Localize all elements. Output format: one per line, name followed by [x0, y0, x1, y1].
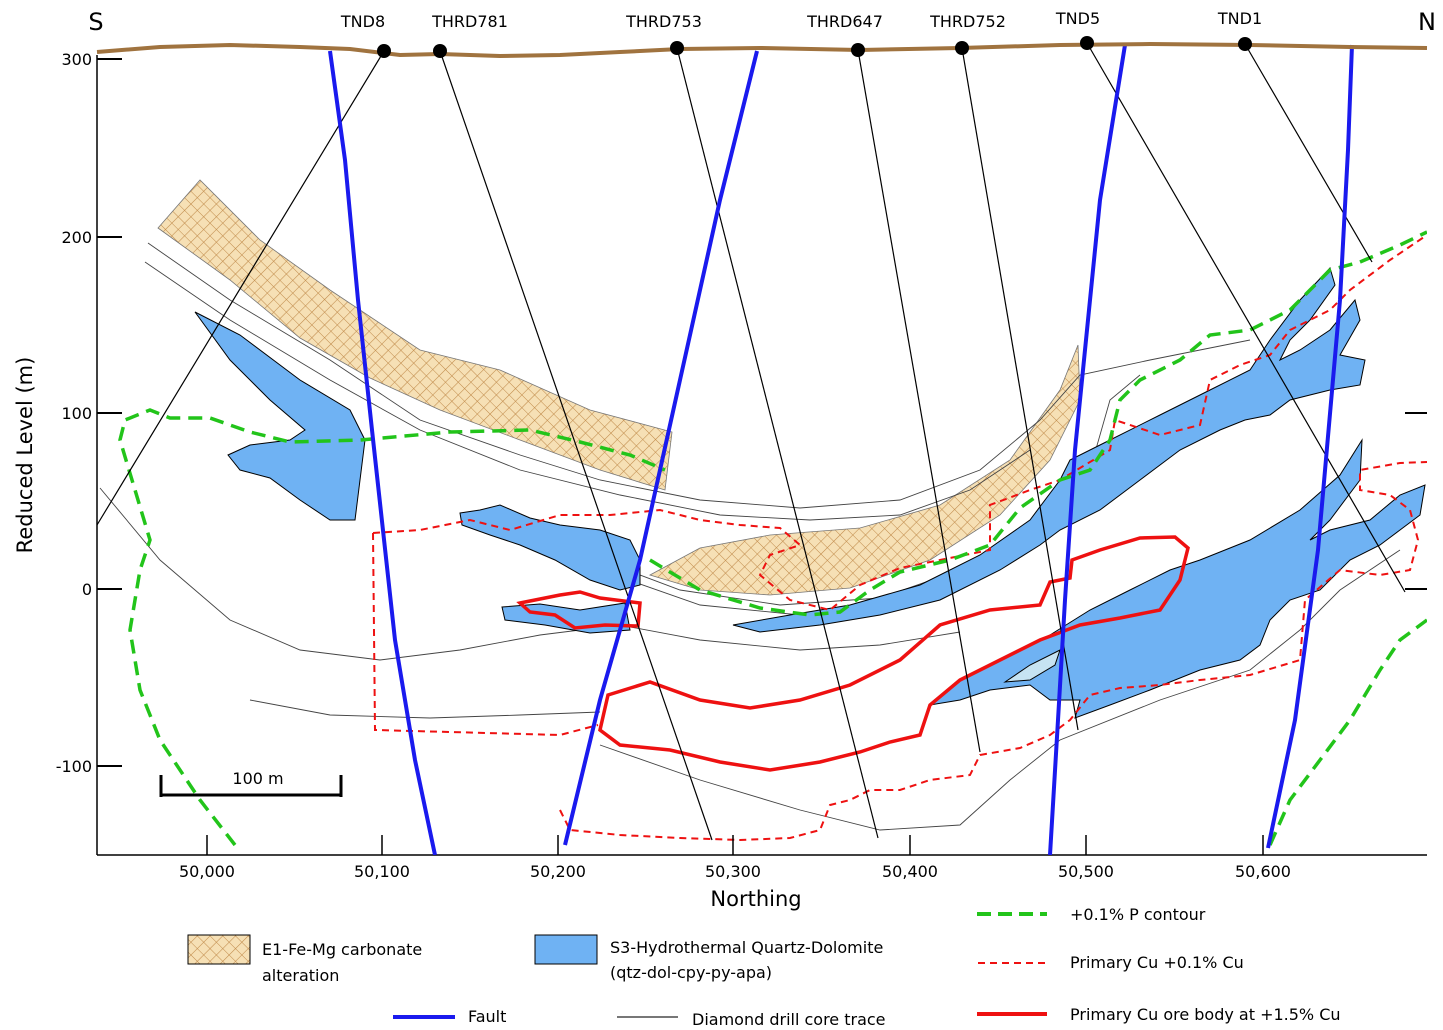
drillhole-label: THRD647	[806, 12, 883, 31]
collar-marker	[670, 41, 684, 55]
legend-label-fault: Fault	[468, 1007, 506, 1026]
legend-label-p-contour: +0.1% P contour	[1070, 905, 1206, 924]
scale-bar	[159, 775, 343, 797]
x-axis-title: Northing	[710, 887, 801, 911]
y-tick-label: 100	[61, 404, 92, 423]
y-tick-label: 200	[61, 228, 92, 247]
x-tick-label: 50,400	[882, 862, 938, 881]
collar-marker	[1080, 36, 1094, 50]
carbonate-alteration-zone	[157, 179, 673, 491]
x-tick-label: 50,600	[1235, 862, 1291, 881]
drillhole-label: THRD752	[929, 12, 1006, 31]
legend-label-carbonate: E1-Fe-Mg carbonate	[262, 940, 422, 959]
x-tick-label: 50,500	[1058, 862, 1114, 881]
ground-surface	[96, 41, 1428, 59]
y-tick-label: 0	[82, 580, 92, 599]
quartz-dolomite-bodies	[194, 267, 1426, 719]
y-ticks	[97, 58, 1427, 767]
contact-line	[147, 242, 1251, 509]
scale-bar-label: 100 m	[232, 769, 283, 788]
cu-low-grade-contours	[372, 234, 1427, 842]
drillhole-label: THRD753	[625, 12, 702, 31]
carbonate-alteration-zone-east	[648, 344, 1081, 596]
y-tick-label: 300	[61, 50, 92, 69]
faults	[328, 44, 1354, 855]
collar-marker	[377, 44, 391, 58]
contact-line	[144, 261, 1031, 521]
y-tick-label: -100	[56, 757, 92, 776]
drill-core-traces	[97, 42, 1406, 841]
contact-line	[249, 699, 601, 719]
p-contours	[118, 230, 1427, 847]
collar-marker	[433, 44, 447, 58]
x-tick-label: 50,200	[530, 862, 586, 881]
drillhole-label: THRD781	[431, 12, 508, 31]
legend-swatch-carbonate	[187, 934, 251, 965]
drillhole-label: TND5	[1055, 9, 1100, 28]
legend-label-cu-high: Primary Cu ore body at +1.5% Cu	[1070, 1005, 1341, 1024]
collar-marker	[1238, 37, 1252, 51]
legend-swatch-quartz	[534, 934, 598, 965]
x-tick-label: 50,100	[354, 862, 410, 881]
contact-line	[99, 487, 961, 661]
legend-label-cu-low: Primary Cu +0.1% Cu	[1070, 953, 1244, 972]
direction-south: S	[88, 8, 103, 36]
x-tick-label: 50,000	[179, 862, 235, 881]
direction-north: N	[1418, 8, 1436, 36]
drillhole-label: TND8	[340, 12, 385, 31]
x-tick-label: 50,300	[705, 862, 761, 881]
legend-label-carbonate-2: alteration	[262, 966, 339, 985]
drillhole-label: TND1	[1217, 9, 1262, 28]
legend-label-drill: Diamond drill core trace	[692, 1010, 886, 1029]
drill-collars	[377, 36, 1252, 58]
y-axis-title: Reduced Level (m)	[13, 357, 37, 554]
collar-marker	[955, 41, 969, 55]
legend-label-quartz-2: (qtz-dol-cpy-py-apa)	[610, 963, 772, 982]
x-ticks	[206, 835, 1264, 855]
collar-marker	[851, 43, 865, 57]
legend: E1-Fe-Mg carbonate alteration S3-Hydroth…	[187, 905, 1341, 1029]
legend-label-quartz: S3-Hydrothermal Quartz-Dolomite	[610, 938, 883, 957]
